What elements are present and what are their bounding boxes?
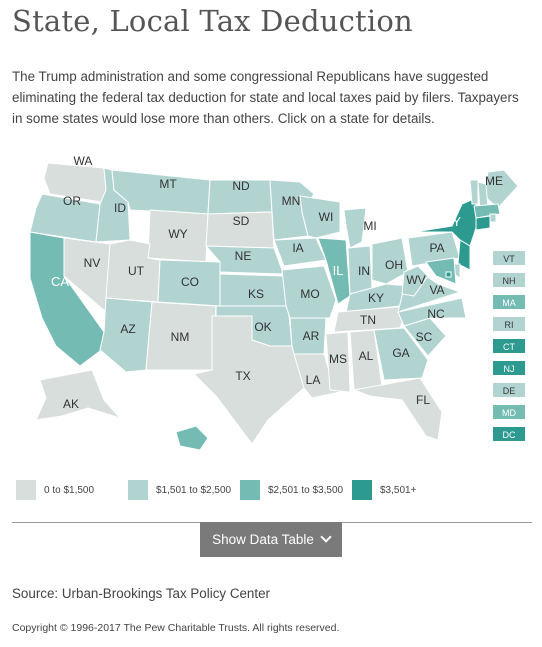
state-label-mi: MI xyxy=(363,219,376,233)
side-label-de[interactable]: DE xyxy=(492,382,526,398)
side-label-md[interactable]: MD xyxy=(492,404,526,420)
state-wi[interactable] xyxy=(299,195,341,239)
legend-item: $2,501 to $3,500 xyxy=(240,480,343,500)
legend-item: $1,501 to $2,500 xyxy=(128,480,231,500)
legend-swatch xyxy=(16,480,36,500)
legend-item: 0 to $1,500 xyxy=(16,480,94,500)
state-la[interactable] xyxy=(293,353,341,399)
state-fl[interactable] xyxy=(352,377,443,441)
chevron-down-icon xyxy=(320,531,332,543)
show-data-table-button[interactable]: Show Data Table xyxy=(200,522,342,557)
source-note: Source: Urban-Brookings Tax Policy Cente… xyxy=(12,586,271,601)
state-nd[interactable] xyxy=(207,179,273,215)
page-title: State, Local Tax Deduction xyxy=(12,4,413,38)
state-ks[interactable] xyxy=(219,273,287,307)
state-in[interactable] xyxy=(347,245,373,295)
state-wy[interactable] xyxy=(147,209,209,263)
state-hi[interactable] xyxy=(175,425,209,451)
state-ct[interactable] xyxy=(475,215,491,231)
state-ak[interactable] xyxy=(35,369,122,421)
state-nc[interactable] xyxy=(397,297,467,327)
side-label-dc[interactable]: DC xyxy=(492,426,526,442)
state-ga[interactable] xyxy=(373,327,429,381)
side-label-ct[interactable]: CT xyxy=(492,338,526,354)
legend-label: 0 to $1,500 xyxy=(44,484,95,496)
legend-label: $1,501 to $2,500 xyxy=(156,484,232,496)
state-ms[interactable] xyxy=(325,331,351,393)
state-wv[interactable] xyxy=(401,265,429,297)
us-map: WAORCAIDNVMTWYUTAZCONMNDSDNEKSOKTXMNIAMO… xyxy=(29,154,519,451)
side-label-ri[interactable]: RI xyxy=(492,316,526,332)
state-oh[interactable] xyxy=(371,237,409,285)
legend-swatch xyxy=(240,480,260,500)
legend-swatch xyxy=(128,480,148,500)
side-label-ma[interactable]: MA xyxy=(492,294,526,310)
show-data-table-label: Show Data Table xyxy=(212,532,314,547)
state-ri[interactable] xyxy=(489,213,497,223)
legend-label: $3,501+ xyxy=(380,484,417,496)
state-tx[interactable] xyxy=(193,315,305,445)
side-label-nj[interactable]: NJ xyxy=(492,360,526,376)
state-mi[interactable] xyxy=(343,207,367,249)
intro-text: The Trump administration and some congre… xyxy=(12,69,519,126)
state-il[interactable] xyxy=(317,237,351,305)
state-label-hi: HI xyxy=(156,430,168,444)
legend-label: $2,501 to $3,500 xyxy=(268,484,344,496)
state-nm[interactable] xyxy=(145,301,217,371)
state-or[interactable] xyxy=(29,193,101,243)
state-nj[interactable] xyxy=(457,239,471,271)
state-ar[interactable] xyxy=(289,317,327,355)
state-az[interactable] xyxy=(99,297,153,373)
state-sd[interactable] xyxy=(205,211,275,249)
side-label-nh[interactable]: NH xyxy=(492,272,526,288)
state-co[interactable] xyxy=(157,259,221,307)
state-dc[interactable] xyxy=(445,271,452,278)
state-ia[interactable] xyxy=(273,237,327,267)
state-me[interactable] xyxy=(483,169,519,209)
state-mo[interactable] xyxy=(281,265,337,319)
side-label-vt[interactable]: VT xyxy=(492,250,526,266)
legend-item: $3,501+ xyxy=(352,480,416,500)
copyright-note: Copyright © 1996-2017 The Pew Charitable… xyxy=(12,622,340,634)
legend-swatch xyxy=(352,480,372,500)
state-vt[interactable] xyxy=(469,179,479,205)
